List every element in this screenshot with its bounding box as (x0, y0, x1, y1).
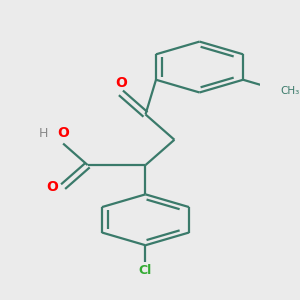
Text: O: O (46, 180, 58, 194)
Text: O: O (57, 127, 69, 140)
Text: H: H (38, 127, 48, 140)
Text: CH₃: CH₃ (281, 85, 300, 96)
Text: O: O (115, 76, 127, 90)
Text: Cl: Cl (139, 264, 152, 278)
